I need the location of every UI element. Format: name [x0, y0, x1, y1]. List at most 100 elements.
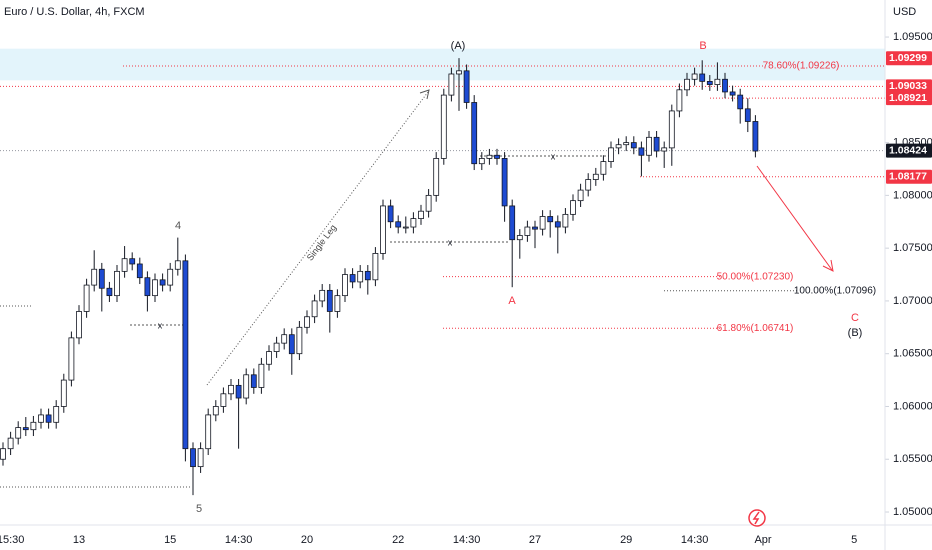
x-tick-label: 14:30	[681, 534, 709, 546]
candle-body	[76, 311, 82, 339]
candle-body	[722, 78, 728, 93]
y-tick-label: 1.06500	[893, 348, 932, 360]
candle-body	[448, 73, 455, 96]
candle-body	[592, 173, 599, 180]
x-tick-label: 27	[529, 534, 541, 546]
candle-body	[342, 274, 348, 297]
candles	[0, 58, 759, 496]
fib-label: 50.00%(1.07230)	[717, 271, 794, 282]
candle-body	[349, 274, 356, 283]
price-label: 1.08177	[889, 170, 927, 182]
projection-arrow	[756, 165, 833, 271]
candle-body	[15, 427, 22, 439]
fib-label: 100.00%(1.07096)	[794, 285, 876, 296]
candle-body	[60, 379, 67, 407]
candle-body	[53, 406, 60, 423]
candle-body	[372, 253, 379, 281]
candle-body	[334, 295, 341, 312]
candle-body	[440, 94, 447, 159]
fib-label: 78.60%(1.09226)	[763, 61, 840, 72]
candle-body	[326, 289, 333, 312]
x-tick-label: 22	[392, 534, 404, 546]
x-tick-label: 13	[73, 534, 85, 546]
candle-body	[577, 189, 584, 202]
candle-body	[22, 427, 29, 431]
price-label-box	[886, 79, 932, 94]
candle-body	[410, 218, 417, 228]
candle-body	[121, 258, 128, 272]
candle-body	[478, 158, 485, 165]
candle-body	[235, 384, 242, 399]
candle-body	[380, 205, 386, 254]
wave-label: 5	[196, 503, 202, 515]
candle-body	[516, 235, 523, 241]
candle-body	[699, 73, 706, 82]
candle-body	[266, 351, 272, 365]
y-tick-label: 1.05500	[893, 453, 932, 465]
candle-body	[152, 279, 158, 297]
candle-body	[30, 421, 37, 431]
y-tick-label: 1.07500	[893, 242, 932, 254]
x-tick-label: 20	[301, 534, 313, 546]
candle-body	[661, 147, 668, 152]
candle-body	[494, 154, 500, 159]
candle-body	[646, 136, 652, 156]
wave-label: (B)	[848, 327, 863, 339]
candle-body	[486, 154, 493, 159]
candle-body	[197, 448, 204, 468]
price-label-box	[886, 91, 932, 106]
candle-body	[532, 226, 538, 230]
candle-body	[273, 342, 280, 352]
candle-body	[600, 161, 607, 175]
candle-body	[547, 216, 554, 223]
candle-body	[585, 179, 592, 191]
candle-body	[364, 270, 371, 281]
candle-body	[691, 73, 698, 80]
candle-body	[38, 414, 44, 423]
candle-body	[402, 226, 409, 229]
candle-body	[471, 102, 478, 165]
candle-body	[258, 363, 265, 388]
currency: USD	[893, 6, 916, 18]
candle-body	[167, 268, 174, 286]
projection-arrowhead	[822, 259, 834, 272]
single-leg-arrowhead	[419, 89, 430, 100]
candle-body	[281, 334, 288, 344]
candle-body	[311, 300, 318, 318]
y-tick-label: 1.06000	[893, 400, 932, 412]
candle-body	[98, 268, 105, 289]
candle-body	[243, 374, 250, 399]
marker: x	[551, 151, 556, 161]
candle-body	[288, 334, 295, 355]
wave-label: C	[851, 312, 859, 324]
zone	[0, 48, 885, 81]
candle-body	[45, 414, 52, 423]
candle-body	[668, 110, 675, 149]
y-tick-label: 1.08000	[893, 189, 932, 201]
candle-body	[570, 200, 576, 215]
candle-body	[463, 70, 470, 103]
candle-body	[68, 337, 75, 381]
candle-body	[144, 277, 151, 297]
candle-body	[501, 158, 508, 207]
candle-body	[212, 406, 219, 416]
price-label-box	[886, 51, 932, 66]
candle-body	[91, 268, 98, 286]
candle-body	[524, 226, 531, 236]
marker: x	[448, 237, 453, 247]
candle-body	[539, 216, 546, 230]
candle-body	[554, 221, 561, 228]
candle-body	[83, 284, 90, 312]
candle-body	[174, 260, 181, 270]
candle-body	[630, 142, 637, 149]
events-icon[interactable]	[748, 509, 766, 527]
candle-body	[114, 270, 120, 297]
candle-body	[190, 448, 196, 468]
marker: x	[158, 320, 163, 330]
candle-body	[623, 142, 630, 146]
x-tick-label: Apr	[754, 534, 771, 546]
price-label: 1.08424	[889, 144, 927, 156]
candle-body	[395, 221, 402, 228]
candle-body	[509, 205, 516, 241]
wave-label: (A)	[451, 40, 466, 52]
